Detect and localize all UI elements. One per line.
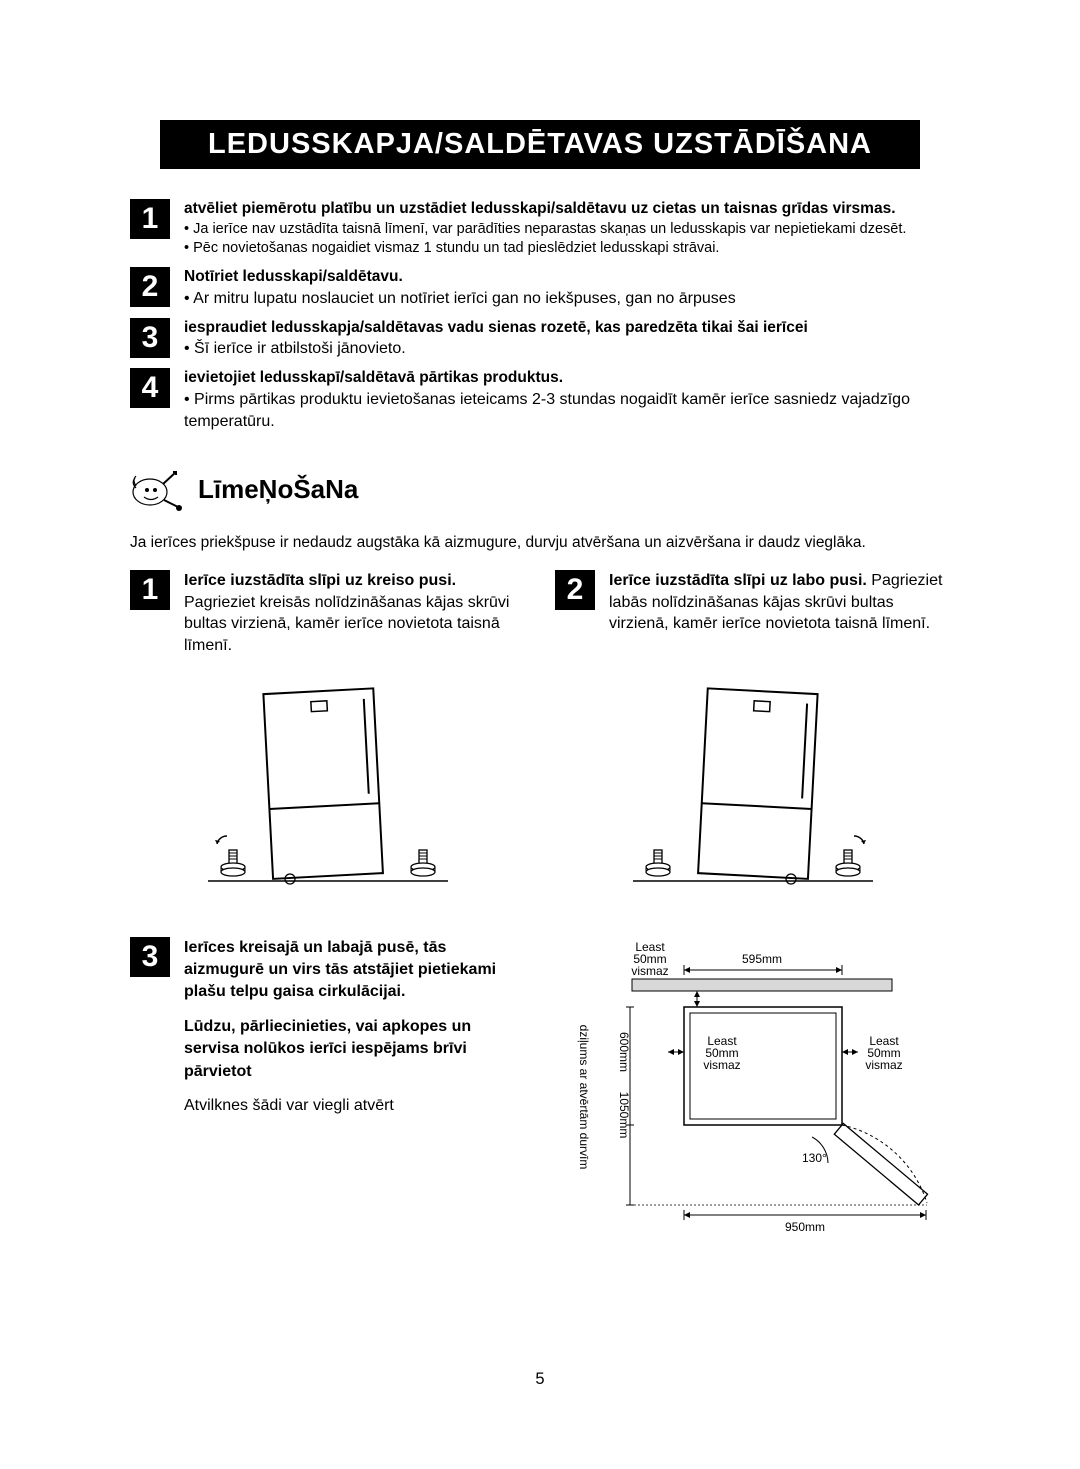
step-3: 3 iespraudiet ledusskapja/saldētavas vad…: [130, 318, 950, 361]
step-3-bullet-1: • Šī ierīce ir atbilstoši jānovieto.: [184, 338, 950, 360]
step-1-number: 1: [130, 199, 170, 239]
fridge-illustration-left: [130, 681, 525, 891]
leveling-columns: 1 Ierīce iuzstādīta slīpi uz kreiso pusi…: [130, 570, 950, 656]
leveling-2-heading: Ierīce iuzstādīta slīpi uz labo pusi.: [609, 572, 867, 589]
step-3-heading: iespraudiet ledusskapja/saldētavas vadu …: [184, 318, 950, 339]
step-4-bullet-1: • Pirms pārtikas produktu ievietošanas i…: [184, 389, 950, 432]
step-4-body: ievietojiet ledusskapī/saldētavā pārtika…: [184, 368, 950, 432]
step-2: 2 Notīriet ledusskapi/saldētavu. • Ar mi…: [130, 267, 950, 310]
leveling-1-heading: Ierīce iuzstādīta slīpi uz kreiso pusi.: [184, 572, 456, 589]
step-1-body: atvēliet piemērotu platību un uzstādiet …: [184, 199, 950, 259]
section-leveling-header: LīmeŅoŠaNa: [130, 462, 950, 516]
leveling-3-p2: Lūdzu, pārliecinieties, vai apkopes un s…: [184, 1016, 502, 1083]
svg-text:vismaz: vismaz: [631, 964, 668, 978]
step-4-heading: ievietojiet ledusskapī/saldētavā pārtika…: [184, 368, 950, 389]
label-950mm: 950mm: [785, 1220, 825, 1234]
step-4-number: 4: [130, 368, 170, 408]
label-600mm: 600mm: [617, 1032, 631, 1072]
label-angle: 130°: [802, 1151, 827, 1165]
leveling-col-2: 2 Ierīce iuzstādīta slīpi uz labo pusi. …: [555, 570, 950, 656]
leveling-1-number: 1: [130, 570, 170, 610]
step-2-bullet-1: • Ar mitru lupatu noslauciet un notīriet…: [184, 288, 950, 310]
step-1-heading: atvēliet piemērotu platību un uzstādiet …: [184, 199, 950, 220]
step-1: 1 atvēliet piemērotu platību un uzstādie…: [130, 199, 950, 259]
step-2-heading: Notīriet ledusskapi/saldētavu.: [184, 267, 950, 288]
leveling-2-body: Ierīce iuzstādīta slīpi uz labo pusi. Pa…: [609, 570, 950, 635]
leveling-3-p3: Atvilknes šādi var viegli atvērt: [184, 1095, 502, 1117]
clearance-diagram: Least 50mm vismaz 595mm d: [522, 937, 950, 1242]
fridge-illustration-right: [555, 681, 950, 891]
leveling-1-body: Ierīce iuzstādīta slīpi uz kreiso pusi. …: [184, 570, 525, 656]
label-595mm: 595mm: [742, 952, 782, 966]
leveling-3-body: Ierīces kreisajā un labajā pusē, tās aiz…: [184, 937, 502, 1130]
step-4: 4 ievietojiet ledusskapī/saldētavā pārti…: [130, 368, 950, 432]
leveling-3-number: 3: [130, 937, 170, 977]
leveling-3-p1: Ierīces kreisajā un labajā pusē, tās aiz…: [184, 937, 502, 1004]
svg-text:vismaz: vismaz: [865, 1058, 902, 1072]
section-leveling-title: LīmeŅoŠaNa: [198, 474, 358, 505]
step-3-number: 3: [130, 318, 170, 358]
step-3-body: iespraudiet ledusskapja/saldētavas vadu …: [184, 318, 950, 361]
clearance-text-block: 3 Ierīces kreisajā un labajā pusē, tās a…: [130, 937, 502, 1130]
leveling-1-text: Pagrieziet kreisās nolīdzināšanas kājas …: [184, 594, 509, 654]
bottom-row: 3 Ierīces kreisajā un labajā pusē, tās a…: [130, 937, 950, 1242]
page-number: 5: [0, 1370, 1080, 1389]
leveling-col-1: 1 Ierīce iuzstādīta slīpi uz kreiso pusi…: [130, 570, 525, 656]
leveling-2-number: 2: [555, 570, 595, 610]
step-1-bullet-1: • Ja ierīce nav uzstādīta taisnā līmenī,…: [184, 220, 950, 240]
label-1050mm: 1050mm: [617, 1091, 631, 1138]
step-2-number: 2: [130, 267, 170, 307]
step-1-bullet-2: • Pēc novietošanas nogaidiet vismaz 1 st…: [184, 239, 950, 259]
svg-text:vismaz: vismaz: [703, 1058, 740, 1072]
fridge-illustration-row: [130, 681, 950, 891]
label-depth: dziļums ar atvērtām durvīm: [577, 1024, 591, 1169]
leveling-intro: Ja ierīces priekšpuse ir nedaudz augstāk…: [130, 534, 950, 552]
page-title-banner: LEDUSSKAPJA/SALDĒTAVAS UZSTĀDĪŠANA: [160, 120, 920, 169]
mascot-icon: [130, 462, 184, 516]
step-2-body: Notīriet ledusskapi/saldētavu. • Ar mitr…: [184, 267, 950, 310]
